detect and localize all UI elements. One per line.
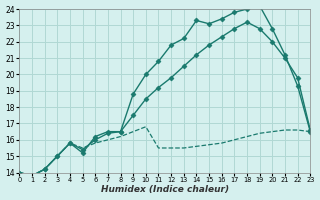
X-axis label: Humidex (Indice chaleur): Humidex (Indice chaleur): [101, 185, 229, 194]
